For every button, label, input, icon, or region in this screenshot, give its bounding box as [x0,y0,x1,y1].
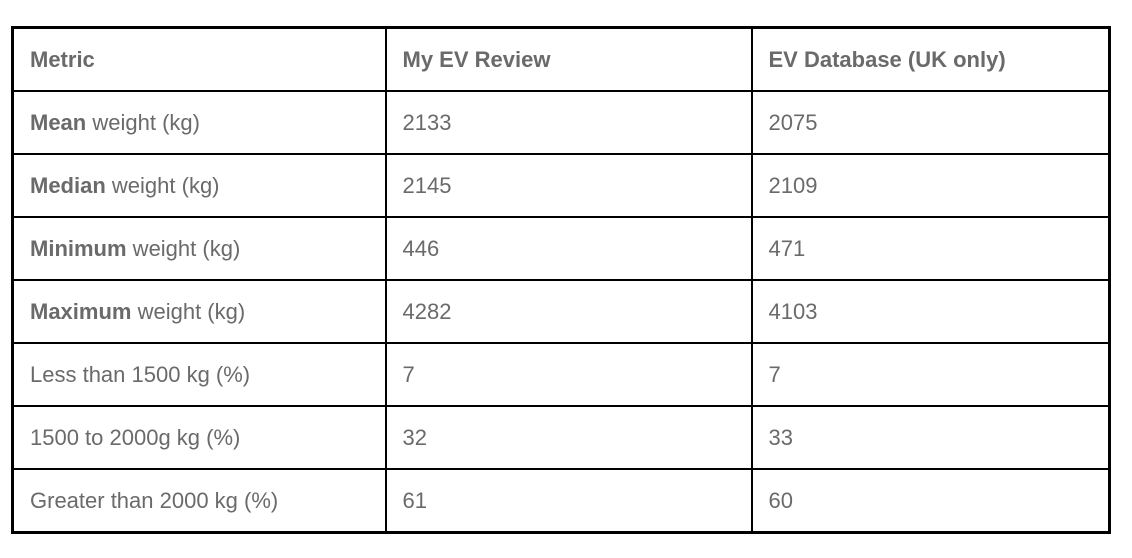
column-header-ev-database: EV Database (UK only) [750,26,1111,92]
my-ev-review-value-cell: 2145 [384,153,753,218]
metric-rest-part: weight (kg) [86,109,200,135]
ev-database-value-cell: 2075 [750,90,1111,155]
ev-database-value-cell: 33 [750,405,1111,470]
metric-cell: 1500 to 2000g kg (%) [11,405,387,470]
table-row: Minimum weight (kg) 446 471 [11,216,1111,281]
metric-cell: Greater than 2000 kg (%) [11,468,387,534]
table-row: Mean weight (kg) 2133 2075 [11,90,1111,155]
table-body: Mean weight (kg) 2133 2075 Median weight… [11,90,1111,534]
metric-cell: Mean weight (kg) [11,90,387,155]
column-header-my-ev-review: My EV Review [384,26,753,92]
metric-bold-part: Minimum [30,235,127,261]
metric-rest-part: weight (kg) [131,298,246,324]
table-row: Median weight (kg) 2145 2109 [11,153,1111,218]
table-row: Less than 1500 kg (%) 7 7 [11,342,1111,407]
ev-database-value-cell: 7 [750,342,1111,407]
ev-database-value-cell: 2109 [750,153,1111,218]
metric-rest-part: Less than 1500 kg (%) [30,361,251,387]
metric-cell: Maximum weight (kg) [11,279,387,344]
ev-database-value-cell: 60 [750,468,1111,534]
metric-rest-part: weight (kg) [126,235,241,261]
my-ev-review-value-cell: 2133 [384,90,753,155]
metric-cell: Median weight (kg) [11,153,387,218]
ev-database-value-cell: 471 [750,216,1111,281]
my-ev-review-value-cell: 4282 [384,279,753,344]
table-row: Greater than 2000 kg (%) 61 60 [11,468,1111,534]
column-header-metric: Metric [11,26,387,92]
metric-cell: Minimum weight (kg) [11,216,387,281]
my-ev-review-value-cell: 61 [384,468,753,534]
metric-bold-part: Mean [30,109,87,135]
metric-rest-part: Greater than 2000 kg (%) [30,487,279,513]
ev-database-value-cell: 4103 [750,279,1111,344]
header-row: Metric My EV Review EV Database (UK only… [11,26,1111,92]
comparison-table-container: Metric My EV Review EV Database (UK only… [11,26,1111,534]
metric-rest-part: weight (kg) [105,172,220,198]
metric-cell: Less than 1500 kg (%) [11,342,387,407]
metric-bold-part: Median [30,172,106,198]
my-ev-review-value-cell: 32 [384,405,753,470]
ev-weight-comparison-table: Metric My EV Review EV Database (UK only… [11,26,1111,534]
my-ev-review-value-cell: 7 [384,342,753,407]
my-ev-review-value-cell: 446 [384,216,753,281]
metric-rest-part: 1500 to 2000g kg (%) [30,424,241,450]
metric-bold-part: Maximum [30,298,132,324]
table-row: Maximum weight (kg) 4282 4103 [11,279,1111,344]
table-row: 1500 to 2000g kg (%) 32 33 [11,405,1111,470]
